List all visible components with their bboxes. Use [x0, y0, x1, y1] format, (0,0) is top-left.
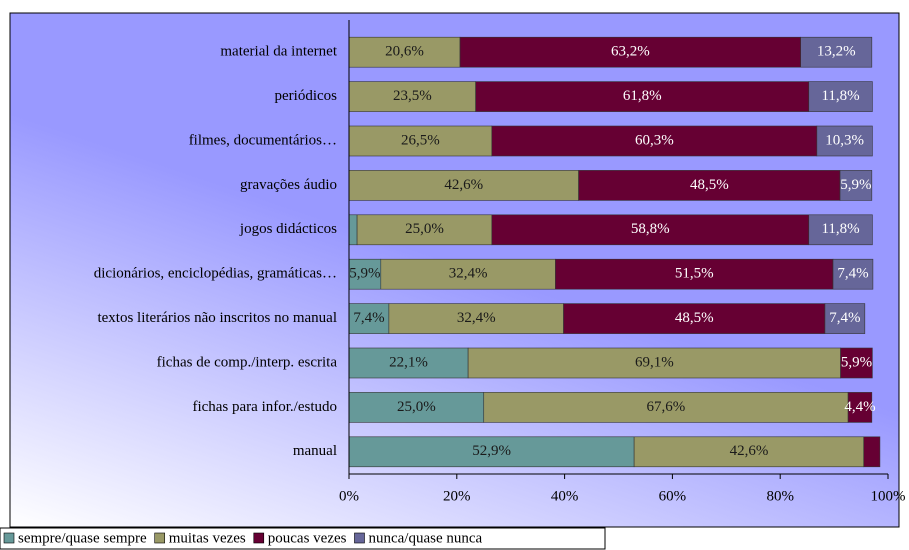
data-label: 7,4%	[353, 310, 384, 326]
y-tick-label: fichas para infor./estudo	[192, 399, 337, 415]
data-label: 61,8%	[623, 88, 662, 104]
data-label: 42,6%	[730, 443, 769, 459]
data-label: 23,5%	[393, 88, 432, 104]
data-label: 11,8%	[821, 88, 859, 104]
data-label: 20,6%	[385, 44, 424, 60]
bar-segment	[863, 436, 881, 468]
data-label: 7,4%	[837, 266, 868, 282]
data-label: 4,4%	[844, 399, 875, 415]
y-tick-label: jogos didácticos	[239, 221, 337, 237]
bar-segment	[563, 303, 826, 334]
y-tick-label: manual	[293, 443, 337, 459]
bar-segment	[356, 214, 493, 246]
data-label: 32,4%	[457, 310, 496, 326]
y-tick-label: textos literários não inscritos no manua…	[97, 310, 337, 326]
y-tick-label: filmes, documentários…	[189, 132, 337, 148]
bar-segment	[475, 81, 810, 112]
bar-segment	[816, 125, 873, 157]
data-label: 7,4%	[829, 310, 860, 326]
bar-segment	[808, 81, 873, 112]
x-tick-label: 20%	[443, 488, 471, 504]
data-label: 63,2%	[611, 44, 650, 60]
data-label: 5,9%	[840, 177, 871, 193]
x-tick-label: 100%	[871, 488, 906, 504]
data-label: 25,0%	[405, 221, 444, 237]
legend-label: nunca/quase nunca	[368, 530, 482, 546]
data-label: 22,1%	[389, 354, 428, 370]
bar-segment	[840, 347, 873, 379]
bar-segment	[483, 392, 849, 423]
data-label: 69,1%	[635, 354, 674, 370]
data-label: 5,9%	[349, 266, 380, 282]
bar-segment	[348, 81, 476, 112]
bar-segment	[808, 214, 873, 246]
data-label: 5,9%	[841, 354, 872, 370]
bar-segment	[348, 214, 358, 246]
legend-swatch	[354, 532, 365, 544]
bar-segment	[839, 170, 873, 201]
legend-swatch	[253, 532, 265, 544]
bar-segment	[800, 36, 873, 68]
bar-segment	[847, 392, 873, 423]
bar-segment	[348, 347, 469, 379]
bar-segment	[388, 303, 564, 334]
bar-segment	[824, 303, 866, 334]
data-label: 13,2%	[817, 44, 856, 60]
bar-segment	[578, 170, 841, 201]
data-label: 58,8%	[631, 221, 670, 237]
x-tick-label: 60%	[659, 488, 687, 504]
y-tick-label: dicionários, enciclopédias, gramáticas…	[94, 266, 337, 282]
bar-segment	[348, 36, 461, 68]
data-label: 42,6%	[444, 177, 483, 193]
y-tick-label: material da internet	[220, 44, 337, 60]
bar-segment	[633, 436, 865, 468]
legend-label: sempre/quase sempre	[18, 530, 147, 546]
bar-segment	[348, 303, 390, 334]
legend-swatch	[154, 532, 166, 544]
data-label: 51,5%	[675, 266, 714, 282]
bar-segment	[348, 392, 485, 423]
legend-box	[0, 527, 606, 550]
data-label: 48,5%	[675, 310, 714, 326]
bar-segment	[459, 36, 801, 68]
data-label: 32,4%	[449, 266, 488, 282]
legend-label: muitas vezes	[169, 530, 246, 546]
x-tick-label: 0%	[339, 488, 359, 504]
bar-segment	[380, 258, 556, 290]
x-tick-label: 40%	[551, 488, 579, 504]
legend-swatch	[3, 532, 15, 544]
bar-segment	[491, 125, 818, 157]
data-label: 11,8%	[821, 221, 859, 237]
legend-label: poucas vezes	[268, 530, 347, 546]
data-label: 67,6%	[647, 399, 686, 415]
y-tick-label: gravações áudio	[240, 177, 337, 193]
data-label: 25,0%	[397, 399, 436, 415]
y-tick-label: fichas de comp./interp. escrita	[157, 354, 338, 370]
data-label: 26,5%	[401, 132, 440, 148]
y-tick-label: periódicos	[275, 88, 338, 104]
data-label: 10,3%	[825, 132, 864, 148]
bar-segment	[555, 258, 834, 290]
data-label: 48,5%	[690, 177, 729, 193]
bar-segment	[832, 258, 874, 290]
bar-segment	[491, 214, 810, 246]
data-label: 60,3%	[635, 132, 674, 148]
bar-segment	[348, 436, 635, 468]
x-tick-label: 80%	[766, 488, 794, 504]
data-label: 52,9%	[472, 443, 511, 459]
